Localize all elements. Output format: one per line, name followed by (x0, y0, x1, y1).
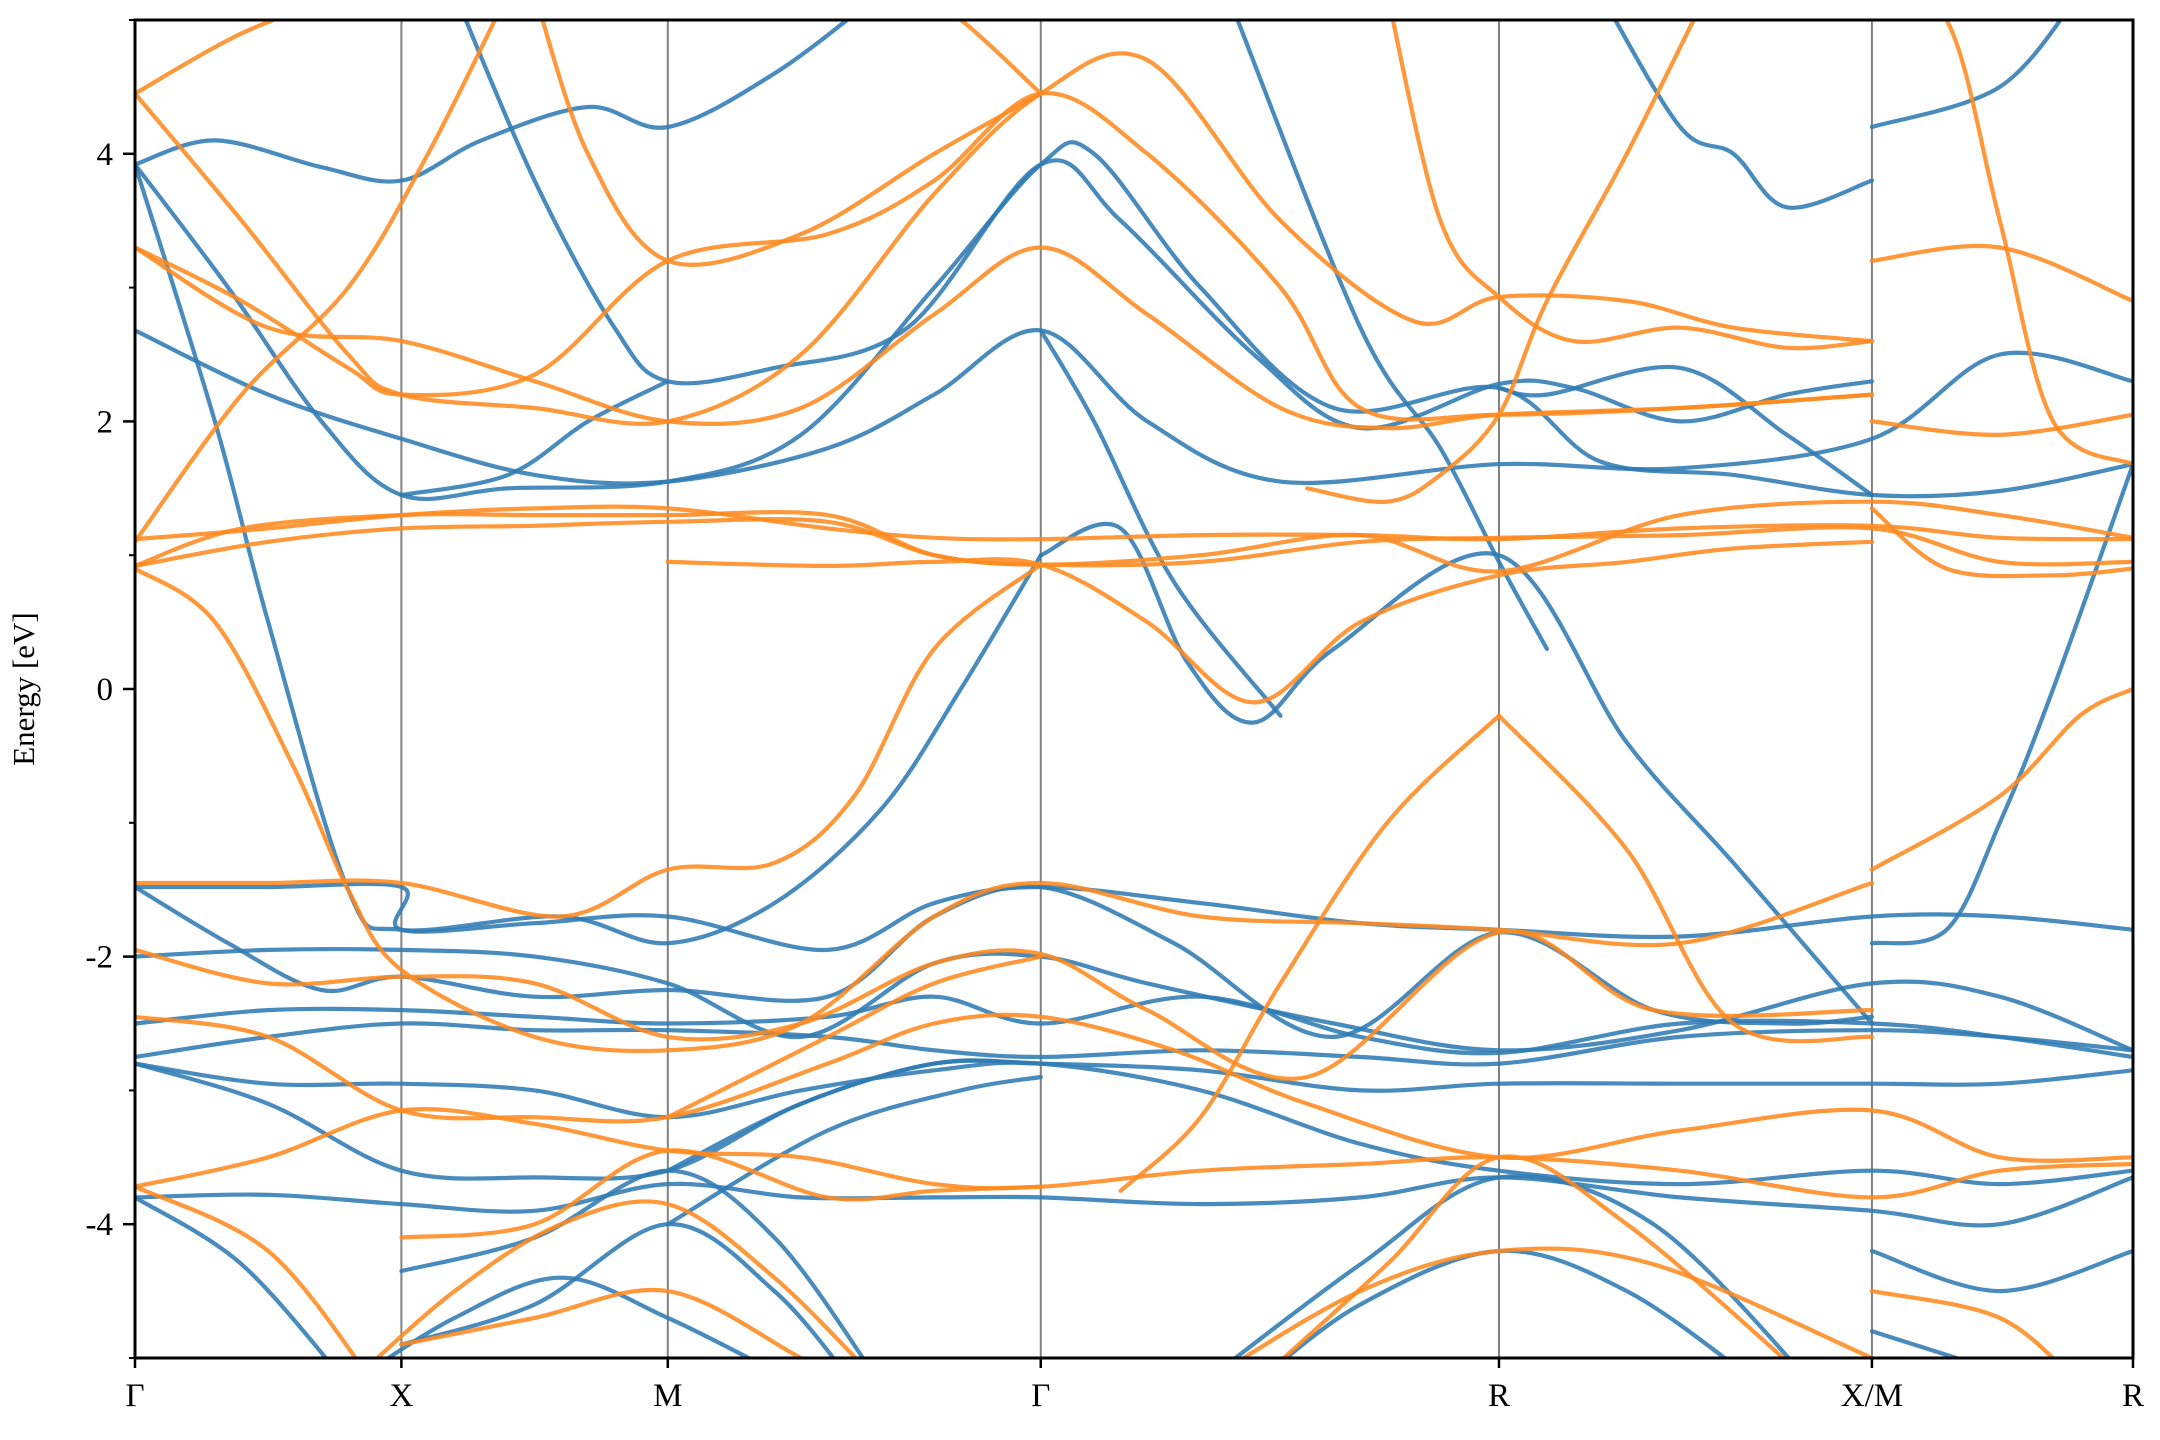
series-b (135, 20, 2133, 1358)
band-a-28 (1869, 20, 2063, 130)
band-b-12 (1869, 506, 2133, 579)
band-b-24 (1239, 1246, 1874, 1358)
band-b-9 (1496, 713, 1874, 1044)
band-b-15 (1943, 20, 2133, 467)
y-axis-label: Energy [eV] (6, 612, 41, 766)
band-a-0 (135, 140, 2133, 502)
band-b-5 (135, 510, 2133, 568)
band-b-6 (135, 566, 1874, 1054)
band-a-3 (463, 20, 1874, 431)
band-a-9 (1038, 328, 1283, 718)
band-a-7 (1038, 521, 1874, 1026)
band-a-30 (1496, 364, 1874, 498)
band-b-22 (374, 1199, 859, 1358)
band-b-21 (399, 1287, 806, 1358)
band-a-31 (1869, 462, 2133, 946)
band-a-27 (1869, 1329, 1964, 1358)
y-tick-label-1: -2 (86, 940, 114, 976)
band-b-26 (1869, 1289, 2056, 1358)
band-b-8 (135, 562, 1043, 919)
x-tick-label-2: M (653, 1378, 682, 1414)
band-b-10 (1118, 713, 1502, 1193)
kpoint-separators (400, 20, 1873, 1358)
band-b-28 (540, 20, 1043, 267)
y-tick-label-0: -4 (86, 1207, 114, 1243)
band-b-16 (135, 929, 1874, 1081)
band-b-0 (135, 51, 1874, 426)
y-axis-ticks: -4 -2 0 2 4 (86, 19, 135, 1359)
band-b-23 (665, 954, 1043, 1120)
band-b-7 (665, 539, 1874, 705)
band-a-18 (135, 1195, 329, 1358)
band-b-3 (135, 504, 2133, 542)
y-tick-label-2: 0 (97, 672, 114, 708)
band-b-29 (135, 20, 498, 544)
band-a-17 (135, 1175, 2133, 1228)
x-tick-label-1: X (389, 1378, 413, 1414)
band-b-32 (1305, 20, 1696, 505)
y-tick-label-3: 2 (97, 404, 114, 440)
band-b-14 (1869, 412, 2133, 437)
band-a-16 (135, 1060, 2133, 1187)
band-b-11 (1869, 686, 2133, 872)
band-a-26 (1869, 1248, 2133, 1294)
x-tick-label-0: Γ (125, 1378, 144, 1414)
band-a-22 (665, 1058, 1043, 1173)
x-axis-ticks: Γ X M Γ R X/M R (125, 1358, 2144, 1414)
band-a-6 (135, 162, 1043, 946)
band-a-5 (399, 379, 670, 498)
plot-area (135, 20, 2133, 1358)
x-tick-label-5: X/M (1841, 1378, 1903, 1414)
band-a-14 (135, 1021, 2133, 1067)
band-b-20 (399, 1148, 1043, 1240)
band-b-17 (135, 1012, 2133, 1163)
band-b-18 (135, 1106, 2133, 1200)
band-b-19 (135, 1184, 359, 1358)
x-tick-label-3: Γ (1031, 1378, 1050, 1414)
band-a-25 (1232, 1173, 1792, 1358)
band-b-13 (1869, 243, 2133, 304)
band-b-30 (957, 20, 1043, 96)
band-a-2 (135, 20, 851, 184)
bands-layer (135, 20, 2133, 1358)
band-b-25 (1280, 1154, 1787, 1358)
band-b-27 (135, 20, 280, 96)
y-tick-label-4: 4 (97, 137, 114, 173)
x-tick-label-4: R (1488, 1378, 1510, 1414)
band-b-31 (1390, 20, 1874, 351)
band-a-29 (1612, 20, 1874, 210)
band-a-23 (665, 1074, 1043, 1227)
x-tick-label-6: R (2122, 1378, 2144, 1414)
